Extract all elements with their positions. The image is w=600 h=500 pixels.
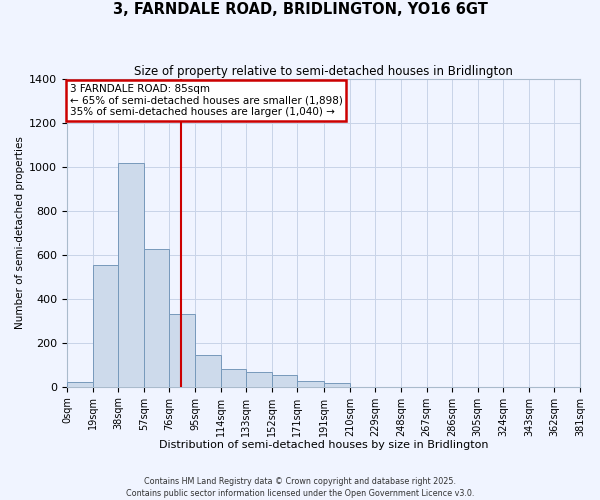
Bar	[297, 381, 324, 386]
Text: Contains HM Land Registry data © Crown copyright and database right 2025.
Contai: Contains HM Land Registry data © Crown c…	[126, 476, 474, 498]
Title: Size of property relative to semi-detached houses in Bridlington: Size of property relative to semi-detach…	[134, 65, 513, 78]
Bar	[67, 382, 92, 386]
Bar	[246, 372, 272, 386]
Y-axis label: Number of semi-detached properties: Number of semi-detached properties	[15, 136, 25, 330]
X-axis label: Distribution of semi-detached houses by size in Bridlington: Distribution of semi-detached houses by …	[159, 440, 488, 450]
Bar	[221, 369, 246, 386]
Bar	[92, 265, 118, 386]
Bar	[118, 162, 144, 386]
Bar	[195, 355, 221, 386]
Text: 3 FARNDALE ROAD: 85sqm
← 65% of semi-detached houses are smaller (1,898)
35% of : 3 FARNDALE ROAD: 85sqm ← 65% of semi-det…	[70, 84, 343, 117]
Bar	[169, 314, 195, 386]
Bar	[324, 384, 350, 386]
Bar	[144, 250, 169, 386]
Text: 3, FARNDALE ROAD, BRIDLINGTON, YO16 6GT: 3, FARNDALE ROAD, BRIDLINGTON, YO16 6GT	[113, 2, 487, 18]
Bar	[272, 374, 297, 386]
